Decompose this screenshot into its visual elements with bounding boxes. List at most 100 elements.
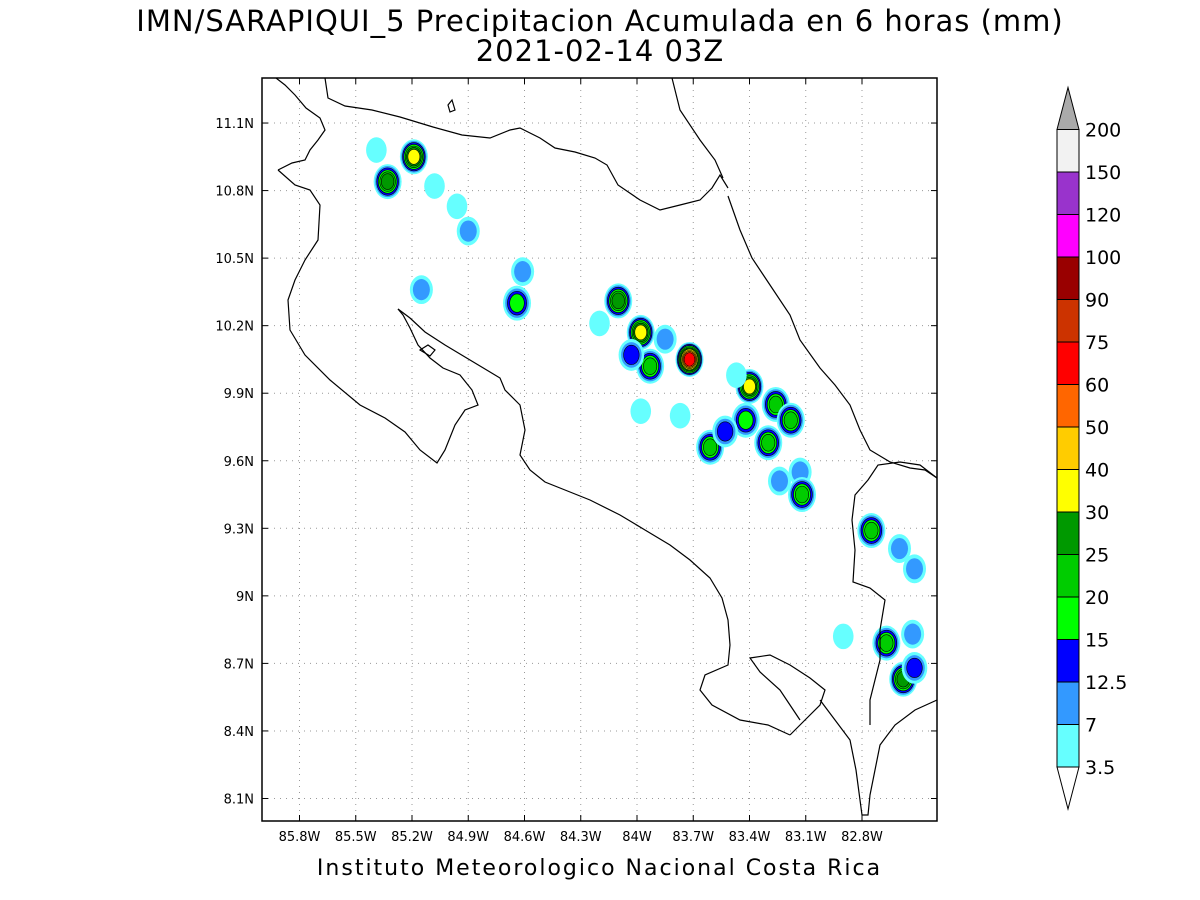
map-plot-area [262,78,937,821]
osa-peninsula [748,654,826,736]
lat-tick-label: 8.1N [224,792,254,807]
colorbar-label: 200 [1085,120,1121,142]
precip-contour [611,292,625,310]
footer-credit: Instituto Meteorologico Nacional Costa R… [316,856,883,881]
precip-cell [901,651,928,684]
lon-tick-label: 85.2W [391,830,433,845]
colorbar-label: 40 [1085,460,1109,482]
map-axes: 85.8W 85.5W 85.2W 84.9W 84.6W 84.3W 84W 83.7W 83… [215,78,937,845]
colorbar-label: 150 [1085,162,1121,184]
precip-contour [906,558,923,580]
precip-cell [604,283,633,319]
colorbar-swatch [1056,469,1080,513]
precip-cell [373,164,402,200]
precip-contour [381,173,395,190]
precip-contour [864,521,879,540]
precip-cell [888,534,911,563]
colorbar-swatch [1056,511,1080,555]
chira-island [418,344,436,357]
nicaragua-pacific-coast [275,78,326,171]
colorbar-min-arrow [1056,766,1080,811]
lat-tick-label: 10.5N [215,252,254,267]
precip-cell [731,402,760,438]
precip-contour [630,398,652,425]
precip-cell [669,402,691,429]
map-subtitle-date: 2021-02-14 03Z [475,34,725,68]
precip-cell [503,285,531,321]
precipitation-field [366,137,928,697]
lon-tick-label: 84.6W [504,830,546,845]
colorbar-swatch [1056,426,1080,470]
precip-contour [879,634,894,652]
precip-contour [623,344,640,365]
colorbar-label: 12.5 [1085,672,1127,694]
lon-tick-label: 85.8W [279,830,321,845]
precip-cell [712,415,738,448]
colorbar-label: 25 [1085,545,1109,567]
precip-contour [683,352,696,367]
colorbar-label: 100 [1085,247,1121,269]
colorbar-swatch [1056,596,1080,640]
lat-tick-label: 9.9N [224,387,254,402]
lon-tick-label: 83.4W [729,830,771,845]
precip-contour [424,173,445,199]
precip-contour [717,421,734,442]
colorbar-label: 50 [1085,417,1109,439]
colorbar-swatch [1056,724,1080,768]
coastline-borders [275,78,937,816]
precip-contour [726,362,747,389]
colorbar-label: 20 [1085,587,1109,609]
precip-cell [456,216,480,246]
lat-tick-label: 10.2N [215,320,254,335]
precip-contour [656,328,674,350]
precip-cell [788,477,816,513]
precip-contour [459,220,477,242]
precip-cell [626,314,655,350]
map-frame [261,77,938,822]
precip-cell [399,139,428,175]
caribbean-coast [727,195,937,479]
precip-cell [726,362,747,389]
precip-contour [407,149,421,165]
islet [447,98,456,113]
precip-contour [366,137,387,163]
precip-contour [589,310,610,337]
colorbar-swatch [1056,639,1080,683]
precip-cell [618,339,645,371]
lat-tick-label: 9.3N [224,522,254,537]
lat-tick-label: 10.8N [215,185,254,200]
precip-contour [509,293,525,313]
precip-cell [446,193,468,220]
colorbar-max-arrow [1056,85,1080,130]
colorbar-swatch [1056,554,1080,598]
map-title: IMN/SARAPIQUI_5 Precipitacion Acumulada … [136,4,1064,38]
precip-cell [735,368,764,404]
precip-contour [514,261,532,283]
precip-colorbar: 3.5 7 12.5 15 20 25 30 40 50 60 75 90 100 120 150 200 [1056,85,1127,811]
precip-cell [653,324,677,354]
precip-cell [872,625,901,661]
precip-cell [901,619,925,649]
lon-tick-label: 84.9W [447,830,489,845]
lon-tick-label: 84.3W [560,830,602,845]
precip-contour [446,193,468,220]
lat-tick-label: 8.4N [224,725,254,740]
colorbar-label: 15 [1085,630,1109,652]
colorbar-label: 120 [1085,205,1121,227]
precip-cell [630,398,652,425]
precip-contour [643,357,658,375]
precip-cell [768,466,791,496]
lat-tick-label: 9N [236,590,254,605]
colorbar-swatch [1056,681,1080,725]
colorbar-swatch [1056,129,1080,173]
precip-contour [412,279,430,301]
precip-contour [669,402,691,429]
precip-contour [783,411,798,429]
colorbar-label: 90 [1085,290,1109,312]
precip-cell [636,348,665,384]
precip-cell [511,257,535,287]
precip-cell [832,623,854,650]
precip-cell [409,275,433,305]
lon-tick-label: 84W [622,830,652,845]
